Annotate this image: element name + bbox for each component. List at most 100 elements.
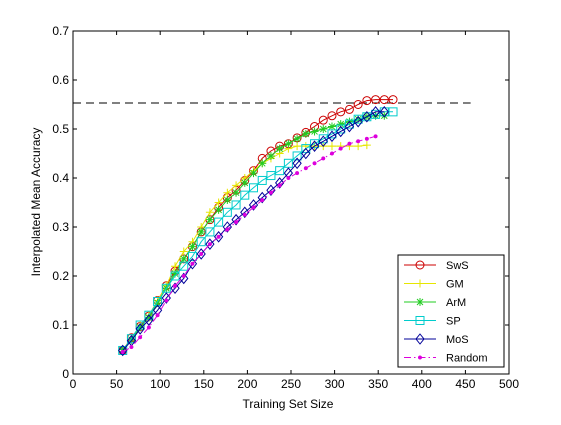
legend-box — [397, 254, 505, 368]
data-point — [118, 344, 128, 357]
legend-entry: GM — [404, 279, 464, 291]
data-point — [327, 111, 337, 121]
data-point — [371, 95, 381, 105]
data-point — [275, 166, 285, 176]
data-point — [277, 183, 282, 188]
data-point — [321, 156, 326, 161]
data-point — [187, 257, 198, 270]
data-point — [293, 142, 302, 151]
x-tick-label: 400 — [412, 377, 432, 391]
plot-area: 0 50 100 150 200 250 300 350 400 450 500 0 0.1 0.2 0.3… — [52, 24, 519, 391]
series-sp — [118, 107, 398, 355]
x-tick-label: 300 — [325, 377, 345, 391]
data-point — [286, 175, 291, 181]
x-tick-label: 350 — [368, 377, 388, 391]
data-point — [187, 251, 197, 261]
data-point — [232, 188, 241, 197]
data-point — [120, 349, 125, 355]
data-point — [199, 251, 204, 256]
data-point — [268, 190, 273, 195]
x-tick-label: 200 — [237, 377, 257, 391]
data-point — [138, 335, 143, 340]
data-point — [170, 282, 180, 295]
data-point — [205, 215, 214, 224]
data-point — [213, 230, 224, 243]
data-point — [179, 272, 189, 285]
data-point — [181, 273, 186, 279]
data-point — [197, 227, 206, 236]
legend-entry: SwS — [404, 260, 469, 272]
data-point — [327, 122, 336, 131]
data-point — [196, 237, 206, 247]
legend-entry: Random — [404, 353, 488, 365]
data-point — [257, 191, 267, 204]
data-point — [249, 169, 258, 178]
legend-marker — [415, 260, 425, 270]
y-tick-label: 0.5 — [52, 122, 69, 136]
data-point — [266, 171, 276, 181]
data-point — [179, 254, 188, 263]
legend-label: SP — [446, 316, 461, 328]
legend-marker — [417, 355, 423, 360]
data-point — [388, 95, 398, 105]
data-point — [118, 345, 127, 354]
data-point — [207, 242, 212, 247]
data-point — [309, 140, 320, 152]
y-tick-label: 0.6 — [52, 73, 69, 87]
legend-marker — [416, 279, 424, 288]
data-point — [303, 166, 308, 171]
data-point — [319, 125, 328, 133]
data-point — [258, 159, 267, 168]
data-point — [329, 151, 335, 156]
data-point — [284, 139, 293, 148]
data-point — [318, 115, 328, 125]
data-point — [172, 283, 178, 288]
legend-label: SwS — [446, 260, 469, 272]
data-point — [338, 146, 343, 151]
legend-label: ArM — [446, 297, 466, 309]
data-point — [231, 200, 241, 210]
data-point — [353, 115, 363, 128]
data-point — [240, 190, 250, 200]
legend: SwS GM ArM SP MoS Random — [397, 254, 505, 368]
y-tick-label: 0 — [62, 367, 69, 381]
data-point — [266, 184, 276, 197]
data-point — [171, 269, 180, 278]
data-point — [388, 107, 398, 117]
data-point — [301, 129, 310, 138]
legend-entry: SP — [404, 316, 461, 328]
data-point — [234, 220, 239, 225]
data-point — [379, 106, 389, 118]
data-point — [251, 205, 256, 210]
data-point — [216, 234, 221, 239]
data-point — [362, 96, 372, 106]
data-point — [164, 298, 169, 303]
data-point — [301, 147, 311, 160]
data-point — [362, 110, 372, 123]
data-point — [318, 135, 328, 148]
x-axis-label: Training Set Size — [243, 397, 334, 411]
legend-label: GM — [446, 279, 464, 291]
data-point — [275, 177, 285, 189]
data-point — [240, 206, 250, 219]
data-point — [136, 323, 145, 332]
data-point — [225, 227, 230, 232]
data-point — [327, 130, 337, 143]
legend-entry: MoS — [404, 333, 469, 346]
data-point — [222, 221, 232, 233]
data-point — [205, 238, 215, 250]
data-point — [356, 139, 361, 144]
y-axis-label: Interpolated Mean Accuracy — [29, 128, 43, 277]
data-point — [171, 262, 180, 271]
series-mos — [118, 106, 389, 357]
data-point — [312, 161, 317, 166]
data-point — [362, 141, 371, 150]
data-point — [153, 298, 162, 307]
data-point — [301, 144, 311, 154]
data-point — [370, 106, 381, 118]
data-point — [144, 313, 153, 322]
data-point — [127, 335, 136, 344]
data-point — [336, 125, 346, 138]
